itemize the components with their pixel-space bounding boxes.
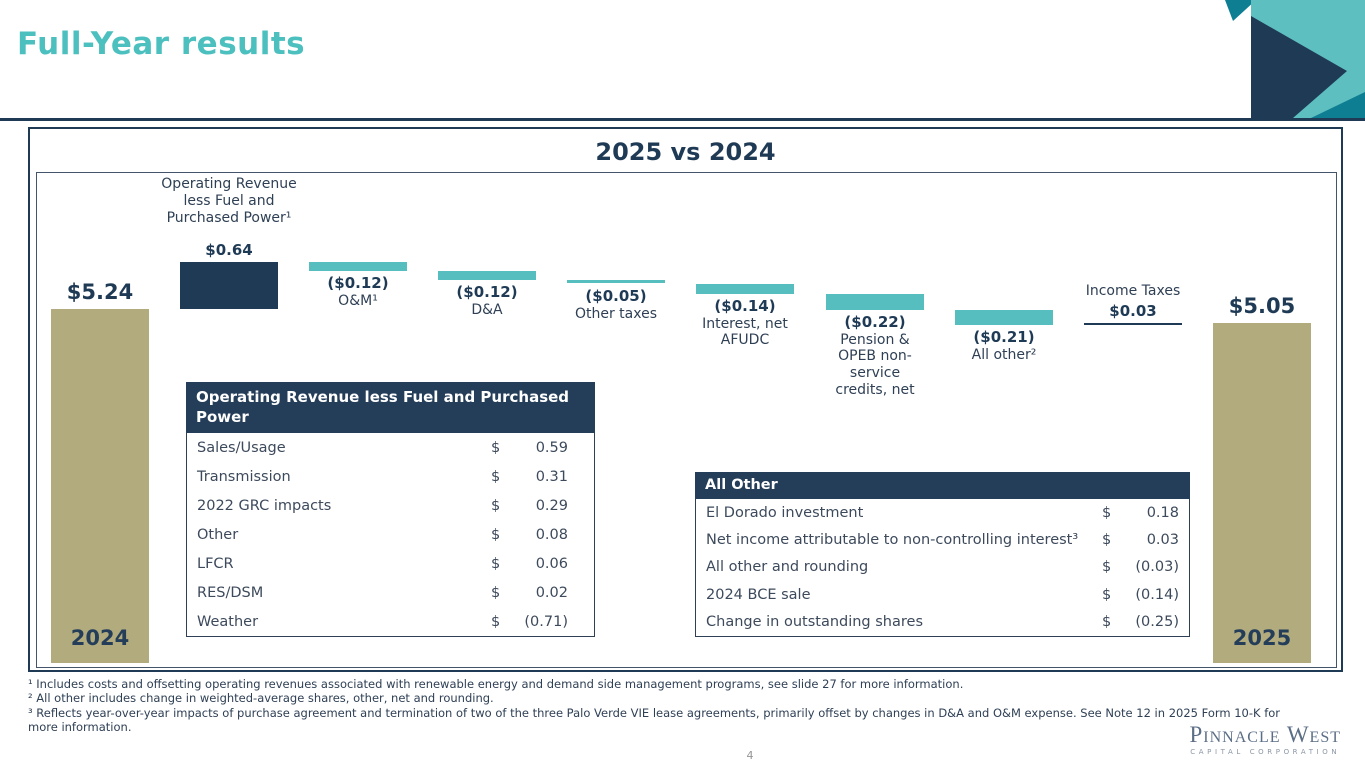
row-currency: $ bbox=[491, 468, 501, 485]
step-value-label: $0.64 bbox=[205, 241, 253, 260]
waterfall-bar-step bbox=[567, 279, 665, 284]
table-row: Sales/Usage $0.59 bbox=[187, 433, 594, 462]
row-currency: $ bbox=[491, 439, 501, 456]
step-name-label: Income Taxes bbox=[1085, 282, 1181, 299]
row-label: Other bbox=[197, 526, 239, 543]
table-row: 2024 BCE sale $ (0.14) bbox=[696, 581, 1189, 608]
year-label-2025: 2025 bbox=[1232, 626, 1292, 650]
value-label-2024: $5.24 bbox=[66, 280, 134, 304]
table-header: Operating Revenue less Fuel and Purchase… bbox=[186, 382, 595, 433]
footnote-1: ¹ Includes costs and offsetting operatin… bbox=[28, 677, 964, 691]
waterfall-bar-step bbox=[438, 271, 536, 280]
row-currency: $ bbox=[491, 526, 501, 543]
row-currency: $ bbox=[491, 584, 501, 601]
row-currency: $ bbox=[491, 613, 501, 630]
table-row: All other and rounding $ (0.03) bbox=[696, 554, 1189, 581]
table-header: All Other bbox=[695, 472, 1190, 499]
header-divider bbox=[0, 118, 1365, 121]
waterfall-bar-2024 bbox=[51, 309, 149, 663]
row-label: 2022 GRC impacts bbox=[197, 497, 332, 514]
step-name-label: All other² bbox=[971, 347, 1037, 364]
row-value: (0.25) bbox=[1135, 614, 1179, 631]
footnote-3: ³ Reflects year-over-year impacts of pur… bbox=[28, 705, 1281, 734]
waterfall-bar-step bbox=[1084, 322, 1182, 326]
table-row: El Dorado investment $0.18 bbox=[696, 499, 1189, 526]
footnotes: ¹ Includes costs and offsetting operatin… bbox=[28, 677, 1308, 734]
chart-title: 2025 vs 2024 bbox=[595, 138, 776, 166]
table-row: LFCR $0.06 bbox=[187, 549, 594, 578]
step-name-label: Interest, net AFUDC bbox=[702, 315, 788, 349]
row-label: Change in outstanding shares bbox=[706, 614, 923, 631]
table-row: Net income attributable to non-controlli… bbox=[696, 526, 1189, 553]
row-label: 2024 BCE sale bbox=[706, 586, 811, 603]
waterfall-bar-step bbox=[309, 262, 407, 272]
table-body: Sales/Usage $0.59 Transmission $0.31 2022 GR… bbox=[186, 433, 595, 637]
table-body: El Dorado investment $0.18 Net income attr… bbox=[695, 498, 1190, 637]
step-name-label: Other taxes bbox=[574, 305, 658, 322]
waterfall-bar-step bbox=[180, 262, 278, 309]
waterfall-bar-step bbox=[826, 293, 924, 310]
value-label-2025: $5.05 bbox=[1228, 293, 1296, 318]
row-label: El Dorado investment bbox=[706, 504, 864, 521]
step-name-label: D&A bbox=[471, 301, 503, 318]
step-name-label: O&M¹ bbox=[338, 293, 378, 309]
logo-subtitle: CAPITAL CORPORATION bbox=[1190, 748, 1341, 756]
page-number: 4 bbox=[746, 749, 754, 762]
row-value: 0.06 bbox=[535, 555, 568, 572]
step-value-label: ($0.12) bbox=[456, 282, 518, 301]
row-value: 0.03 bbox=[1146, 531, 1179, 548]
step-name-label: Operating Revenue less Fuel and Purchase… bbox=[161, 176, 297, 226]
table-row: Other $0.08 bbox=[187, 520, 594, 549]
step-value-label: ($0.12) bbox=[327, 274, 389, 292]
row-label: All other and rounding bbox=[706, 559, 869, 576]
row-label: Sales/Usage bbox=[197, 439, 286, 456]
table-operating-revenue: Operating Revenue less Fuel and Purchase… bbox=[186, 382, 595, 637]
page-title: Full-Year results bbox=[17, 26, 306, 62]
step-value-label: $0.03 bbox=[1109, 301, 1157, 320]
row-currency: $ bbox=[1102, 531, 1112, 548]
step-value-label: ($0.21) bbox=[973, 328, 1035, 347]
row-value: (0.03) bbox=[1135, 559, 1179, 576]
row-currency: $ bbox=[491, 497, 501, 514]
year-label-2024: 2024 bbox=[70, 626, 130, 650]
row-currency: $ bbox=[491, 555, 501, 572]
row-label: Transmission bbox=[197, 468, 291, 485]
row-value: (0.14) bbox=[1135, 586, 1179, 603]
footnote-2: ² All other includes change in weighted-… bbox=[28, 691, 494, 706]
table-all-other: All Other El Dorado investment $0.18 Net i… bbox=[695, 472, 1190, 637]
company-logo: Pinnacle West CAPITAL CORPORATION bbox=[1190, 723, 1342, 756]
row-currency: $ bbox=[1102, 504, 1112, 521]
row-value: 0.18 bbox=[1146, 504, 1179, 521]
row-currency: $ bbox=[1102, 614, 1112, 631]
table-row: Weather $ (0.71) bbox=[187, 607, 594, 636]
step-value-label: ($0.05) bbox=[585, 286, 647, 305]
step-value-label: ($0.14) bbox=[714, 296, 776, 315]
table-row: RES/DSM $0.02 bbox=[187, 578, 594, 607]
step-name-label: Pension & OPEB non-service credits, net bbox=[835, 331, 915, 399]
row-value: 0.02 bbox=[535, 584, 568, 601]
row-label: Net income attributable to non-controlli… bbox=[706, 531, 1079, 548]
row-currency: $ bbox=[1102, 559, 1112, 576]
waterfall-bar-step bbox=[696, 283, 794, 294]
row-value: 0.59 bbox=[535, 439, 568, 456]
row-label: Weather bbox=[197, 613, 259, 630]
waterfall-bar-2025 bbox=[1213, 322, 1311, 663]
row-label: RES/DSM bbox=[197, 584, 264, 601]
row-label: LFCR bbox=[197, 555, 234, 572]
step-value-label: ($0.22) bbox=[844, 312, 906, 331]
row-currency: $ bbox=[1102, 586, 1112, 603]
row-value: 0.31 bbox=[535, 468, 568, 485]
table-row: 2022 GRC impacts $0.29 bbox=[187, 491, 594, 520]
row-value: 0.08 bbox=[535, 526, 568, 543]
waterfall-bar-step bbox=[955, 309, 1053, 325]
table-row: Change in outstanding shares $ (0.25) bbox=[696, 608, 1189, 635]
row-value: (0.71) bbox=[524, 613, 568, 630]
table-row: Transmission $0.31 bbox=[187, 462, 594, 491]
row-value: 0.29 bbox=[535, 497, 568, 514]
corner-decoration bbox=[1225, 0, 1365, 118]
logo-name: Pinnacle West bbox=[1189, 722, 1341, 747]
